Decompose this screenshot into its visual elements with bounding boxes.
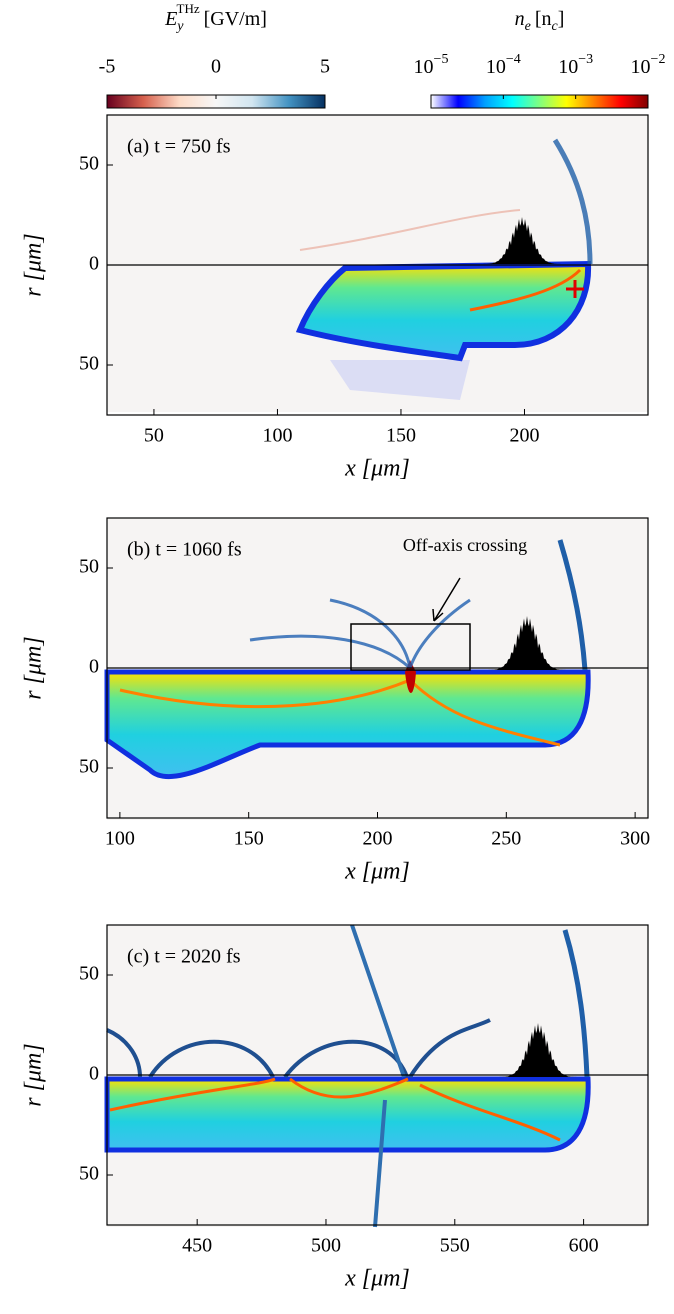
colorbar-label: ne [nc] [515,8,565,35]
y-tick-label: 50 [79,1163,99,1185]
label-part: −4 [506,52,521,67]
label-part: n [515,8,525,30]
crossing-box [350,623,471,671]
label-part: 10 [414,56,434,78]
label-part: 10 [486,56,506,78]
label-part: −5 [434,52,449,67]
x-tick-label: 200 [363,828,393,850]
colorbar-tick-label: -5 [99,56,116,78]
thz-wave [299,209,521,251]
label-part: ] [558,8,565,30]
label-part: −2 [651,52,666,67]
label-part: E [164,8,177,30]
label-part: [GV/m] [204,8,267,30]
colorbar-tick-label: 0 [211,56,221,78]
plasma-streak [109,1077,561,1142]
plasma-halo [330,360,470,400]
y-tick-label: 50 [79,556,99,578]
colorbar-tick-label: 10−4 [486,52,521,77]
thz-wave [557,539,588,671]
thz-wave [350,924,406,1228]
y-tick-label: 50 [79,963,99,985]
plasma-streak [469,268,582,312]
label-part: e [525,19,531,34]
x-tick-label: 450 [182,1235,212,1257]
colorbar [430,94,649,109]
x-tick-label: 100 [262,425,292,447]
label-part: y [175,19,184,34]
x-axis-label: x [μm] [344,859,410,885]
plasma [104,1076,591,1153]
y-axis-label: r [μm] [21,233,47,296]
colorbar-label: Ey THz [GV/m] [164,1,267,34]
colorbar-tick-label: 10−5 [414,52,449,77]
x-tick-label: 300 [620,828,650,850]
label-part: c [552,19,559,34]
laser-pulse [487,616,567,670]
label-part: THz [177,1,200,16]
y-axis-label: r [μm] [21,1043,47,1106]
x-tick-label: 200 [509,425,539,447]
thz-wave [106,1018,491,1079]
label-part: [n [535,8,552,30]
label-part: −3 [578,52,593,67]
x-tick-label: 250 [491,828,521,850]
y-tick-label: 50 [79,756,99,778]
laser-pulse [482,217,562,264]
plasma [104,669,591,780]
panel-title: (c) t = 2020 fs [127,946,241,968]
colorbar-tick-label: 10−2 [631,52,666,77]
label-part: 10 [558,56,578,78]
x-tick-label: 150 [386,425,416,447]
x-tick-label: 150 [234,828,264,850]
y-tick-label: 0 [89,1063,99,1085]
annotation-arrow [432,577,461,622]
field-maps [104,115,648,1228]
thz-wave [552,138,593,265]
colorbar-tick-label: 10−3 [558,52,593,77]
x-tick-label: 50 [144,425,164,447]
x-tick-label: 100 [105,828,135,850]
y-tick-label: 50 [79,153,99,175]
y-tick-label: 0 [89,656,99,678]
laser-pulse [498,1023,578,1077]
x-tick-label: 550 [440,1235,470,1257]
thz-wave [562,929,590,1078]
thz-wave [249,598,471,670]
plasma [295,260,592,362]
x-axis-label: x [μm] [344,1266,410,1292]
probe-marker [566,280,584,298]
x-axis-label: x [μm] [344,456,410,482]
y-axis-label: r [μm] [21,636,47,699]
y-tick-label: 0 [89,253,99,275]
panel-title: (b) t = 1060 fs [127,539,242,561]
annotation: Off-axis crossing [403,535,527,555]
x-tick-label: 500 [311,1235,341,1257]
colorbar-tick-label: 5 [320,56,330,78]
y-tick-label: 50 [79,353,99,375]
plasma-streak [119,678,561,747]
panel-title: (a) t = 750 fs [127,136,231,158]
label-part: 10 [631,56,651,78]
x-tick-label: 600 [569,1235,599,1257]
